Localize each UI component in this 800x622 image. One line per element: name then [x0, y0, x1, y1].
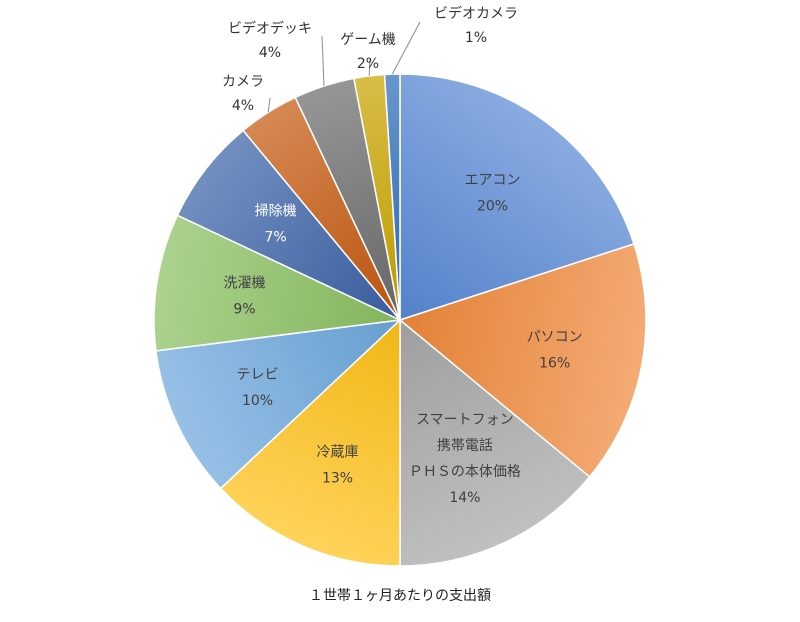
chart-caption: １世帯１ヶ月あたりの支出額 — [309, 588, 491, 604]
slice-name-label-10: ビデオカメラ — [434, 5, 518, 22]
slice-name-label-1: パソコン — [527, 330, 583, 346]
pie-slices — [153, 73, 647, 567]
pie-slice-1 — [398, 243, 647, 478]
slice-name-label-4: テレビ — [237, 367, 279, 383]
slice-value-label-6: 7% — [264, 230, 286, 246]
slice-value-label-2: 14% — [449, 490, 480, 506]
leader-line-9 — [368, 57, 371, 76]
slice-name-label-2: ＰＨＳの本体価格 — [409, 464, 521, 480]
slice-name-label-2: 携帯電話 — [437, 437, 493, 454]
pie-slice-5 — [153, 214, 403, 352]
slice-value-label-3: 13% — [322, 471, 353, 487]
pie-slice-10 — [383, 73, 401, 321]
leader-line-8 — [321, 35, 325, 87]
slice-value-label-1: 16% — [539, 356, 570, 372]
slice-name-label-0: エアコン — [465, 173, 521, 189]
leader-line-10 — [391, 21, 421, 75]
leader-line-7 — [267, 97, 271, 113]
pie-slice-4 — [155, 318, 403, 490]
slice-value-label-10: 1% — [465, 30, 487, 46]
leader-lines — [267, 21, 421, 113]
slice-value-label-9: 2% — [357, 56, 379, 72]
slice-value-label-4: 10% — [242, 393, 273, 409]
slice-name-label-6: 掃除機 — [255, 203, 297, 220]
slice-name-label-3: 冷蔵庫 — [317, 444, 359, 461]
slice-name-label-8: ビデオデッキ — [228, 20, 312, 37]
slice-name-label-5: 洗濯機 — [224, 275, 266, 291]
pie-slice-0 — [399, 73, 635, 322]
slice-value-label-5: 9% — [233, 301, 255, 317]
slice-name-label-9: ゲーム機 — [340, 32, 396, 48]
slice-name-label-7: カメラ — [222, 74, 264, 90]
pie-slice-2 — [399, 318, 591, 567]
slice-value-label-0: 20% — [477, 199, 508, 215]
slice-name-label-2: スマートフォン — [416, 412, 514, 428]
pie-slice-6 — [176, 129, 401, 321]
pie-slice-3 — [219, 318, 401, 567]
slice-value-label-7: 4% — [232, 98, 254, 114]
slice-value-label-8: 4% — [259, 45, 281, 61]
